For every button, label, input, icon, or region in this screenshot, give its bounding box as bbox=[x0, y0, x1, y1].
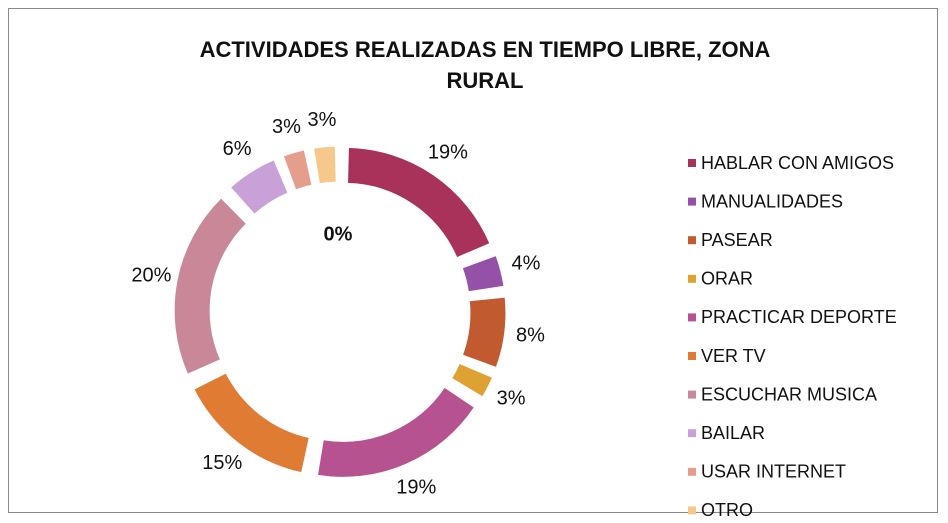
legend-label: ORAR bbox=[701, 269, 753, 289]
data-label: 3% bbox=[497, 387, 526, 409]
legend-swatch bbox=[688, 236, 696, 245]
legend-swatch bbox=[688, 390, 696, 399]
data-label: 8% bbox=[516, 324, 545, 346]
legend-swatch bbox=[688, 159, 696, 167]
legend-swatch bbox=[688, 467, 696, 476]
slice bbox=[173, 197, 248, 375]
legend-label: PRACTICAR DEPORTE bbox=[701, 307, 897, 327]
chart-frame bbox=[8, 8, 938, 513]
data-label: 19% bbox=[396, 476, 436, 498]
data-label: 15% bbox=[202, 452, 242, 474]
chart-title: ACTIVIDADES REALIZADAS EN TIEMPO LIBRE, … bbox=[199, 37, 771, 93]
slice bbox=[461, 296, 507, 369]
legend-label: OTRO bbox=[701, 500, 753, 520]
legend-label: ESCUCHAR MUSICA bbox=[701, 384, 877, 404]
legend-swatch bbox=[688, 352, 696, 360]
slice bbox=[193, 372, 310, 474]
legend-swatch bbox=[688, 313, 696, 322]
slice bbox=[282, 149, 313, 191]
annotation: 0% bbox=[324, 223, 353, 245]
slice bbox=[229, 159, 289, 215]
legend-label: BAILAR bbox=[701, 423, 765, 443]
legend-swatch bbox=[688, 429, 696, 438]
data-label: 4% bbox=[512, 253, 541, 275]
data-label: 19% bbox=[428, 141, 468, 163]
data-label: 3% bbox=[307, 109, 336, 131]
legend-swatch bbox=[688, 197, 696, 206]
legend-label: PASEAR bbox=[701, 230, 773, 250]
data-label: 3% bbox=[272, 116, 301, 138]
slice bbox=[312, 145, 337, 185]
slice bbox=[316, 386, 476, 478]
legend-label: VER TV bbox=[701, 346, 766, 366]
legend-swatch bbox=[688, 274, 696, 283]
legend-label: HABLAR CON AMIGOS bbox=[701, 153, 894, 173]
slice bbox=[461, 254, 505, 293]
slice bbox=[451, 362, 494, 398]
data-label: 20% bbox=[131, 264, 171, 286]
legend-swatch bbox=[688, 506, 696, 515]
legend-label: USAR INTERNET bbox=[701, 462, 846, 482]
data-label: 6% bbox=[223, 138, 252, 160]
slice bbox=[347, 146, 491, 259]
legend-label: MANUALIDADES bbox=[701, 191, 843, 211]
